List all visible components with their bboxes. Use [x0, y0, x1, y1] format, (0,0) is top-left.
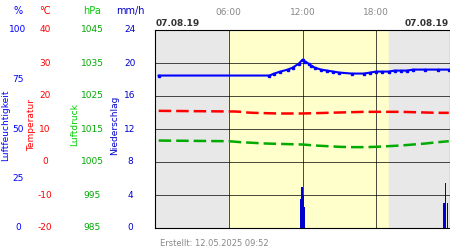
Text: -20: -20	[38, 224, 52, 232]
Bar	[445, 182, 446, 228]
Text: 75: 75	[12, 75, 24, 84]
Text: 50: 50	[12, 124, 24, 134]
Text: 06:00: 06:00	[216, 8, 242, 17]
Text: 0: 0	[127, 224, 133, 232]
Bar	[301, 187, 302, 228]
Text: 25: 25	[12, 174, 24, 183]
Bar	[443, 203, 445, 228]
Text: mm/h: mm/h	[116, 6, 144, 16]
Text: Temperatur: Temperatur	[27, 99, 36, 151]
Text: Niederschlag: Niederschlag	[111, 95, 120, 155]
Text: 100: 100	[9, 26, 27, 35]
Text: 10: 10	[39, 124, 51, 134]
Text: 12:00: 12:00	[290, 8, 315, 17]
Text: 4: 4	[127, 190, 133, 200]
Bar	[304, 208, 305, 228]
Text: 1005: 1005	[81, 158, 104, 166]
Text: 18:00: 18:00	[363, 8, 389, 17]
Bar	[229, 30, 388, 228]
Text: 1025: 1025	[81, 92, 104, 100]
Text: 07.08.19: 07.08.19	[405, 19, 449, 28]
Text: 0: 0	[15, 224, 21, 232]
Text: 16: 16	[124, 92, 136, 100]
Text: -10: -10	[38, 190, 52, 200]
Text: 995: 995	[83, 190, 101, 200]
Text: hPa: hPa	[83, 6, 101, 16]
Text: 985: 985	[83, 224, 101, 232]
Text: 07.08.19: 07.08.19	[156, 19, 200, 28]
Text: Luftdruck: Luftdruck	[71, 104, 80, 146]
Text: 0: 0	[42, 158, 48, 166]
Bar	[388, 30, 450, 228]
Text: Luftfeuchtigkeit: Luftfeuchtigkeit	[1, 89, 10, 161]
Text: 1045: 1045	[81, 26, 104, 35]
Bar	[447, 203, 448, 228]
Text: 20: 20	[39, 92, 51, 100]
Text: Erstellt: 12.05.2025 09:52: Erstellt: 12.05.2025 09:52	[159, 239, 268, 248]
Text: 8: 8	[127, 158, 133, 166]
Text: 20: 20	[124, 58, 136, 68]
Text: °C: °C	[39, 6, 51, 16]
Text: 40: 40	[39, 26, 51, 35]
Bar	[155, 30, 229, 228]
Text: 1015: 1015	[81, 124, 104, 134]
Text: %: %	[14, 6, 22, 16]
Bar	[302, 195, 304, 228]
Text: 24: 24	[124, 26, 135, 35]
Text: 1035: 1035	[81, 58, 104, 68]
Bar	[300, 199, 302, 228]
Text: 12: 12	[124, 124, 136, 134]
Text: 30: 30	[39, 58, 51, 68]
